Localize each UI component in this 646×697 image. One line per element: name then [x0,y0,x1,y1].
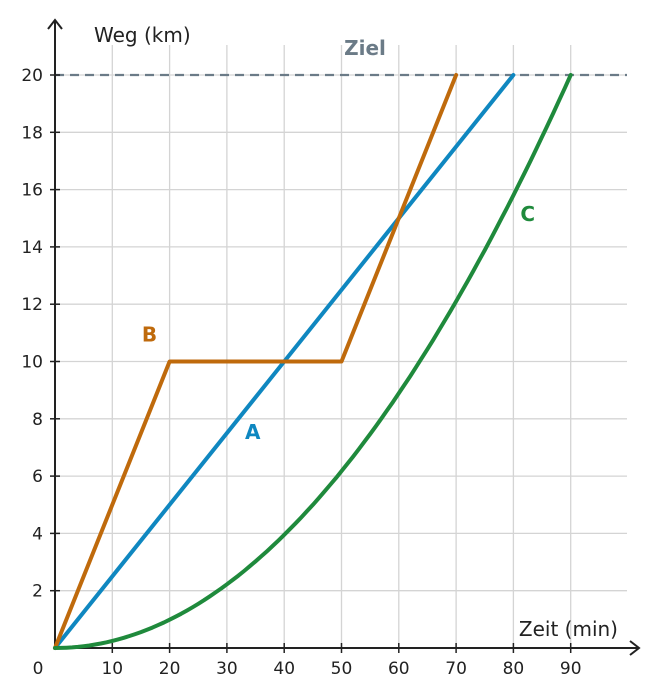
tick-labels: 10 20 30 40 50 60 70 80 90 2 4 6 8 10 12 14 16 18 20 0 [21,66,581,679]
y-tick-label-2: 2 [32,582,43,602]
target-line-group: Ziel [55,36,627,77]
y-tick-label-12: 12 [21,295,43,315]
y-tick-label-20: 20 [21,66,43,86]
x-axis-title: Zeit (min) [519,617,618,641]
x-axis-arrow-icon [629,640,641,656]
axes [47,18,641,656]
x-tick-label-40: 40 [273,659,295,679]
y-axis-arrow-icon [47,18,63,30]
series-lines: A B C [53,73,573,650]
y-tick-label-14: 14 [21,238,43,258]
target-line-label: Ziel [344,36,386,60]
x-tick-label-90: 90 [560,659,582,679]
y-tick-label-10: 10 [21,353,43,373]
x-tick-label-70: 70 [445,659,467,679]
x-tick-label-10: 10 [101,659,123,679]
x-tick-label-50: 50 [331,659,353,679]
x-tick-label-30: 30 [216,659,238,679]
series-label-c: C [520,202,535,226]
origin-label: 0 [33,659,44,679]
series-line-b [53,73,459,650]
y-tick-label-4: 4 [32,524,43,544]
x-tick-label-20: 20 [159,659,181,679]
y-axis-title: Weg (km) [94,23,191,47]
y-tick-label-18: 18 [21,123,43,143]
x-tick-label-80: 80 [503,659,525,679]
y-tick-label-16: 16 [21,181,43,201]
series-label-a: A [245,420,261,444]
y-tick-label-8: 8 [32,410,43,430]
x-tick-label-60: 60 [388,659,410,679]
series-label-b: B [142,322,157,346]
series-line-c [53,73,573,650]
y-tick-label-6: 6 [32,467,43,487]
